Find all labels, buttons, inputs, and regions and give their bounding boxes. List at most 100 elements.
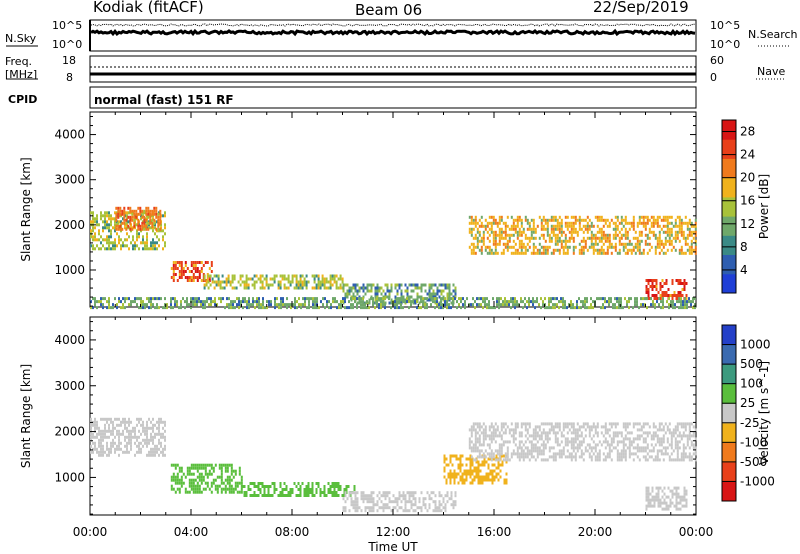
data-cell bbox=[154, 241, 156, 245]
data-cell bbox=[520, 248, 523, 252]
data-cell bbox=[480, 431, 483, 435]
data-cell bbox=[478, 218, 481, 222]
data-cell bbox=[331, 274, 334, 278]
data-cell bbox=[215, 280, 218, 284]
data-cell bbox=[666, 224, 669, 228]
data-cell bbox=[600, 425, 603, 429]
data-cell bbox=[494, 239, 497, 243]
data-cell bbox=[665, 279, 668, 282]
data-cell bbox=[486, 221, 489, 225]
data-cell bbox=[230, 478, 233, 482]
data-cell bbox=[626, 221, 629, 225]
data-cell bbox=[368, 500, 371, 504]
data-cell bbox=[164, 420, 166, 424]
data-cell bbox=[152, 438, 154, 442]
data-cell bbox=[594, 449, 597, 453]
data-cell bbox=[683, 504, 686, 508]
data-cell bbox=[688, 251, 691, 255]
data-cell bbox=[176, 481, 179, 485]
data-cell bbox=[663, 507, 666, 511]
data-cell bbox=[90, 432, 92, 436]
data-cell bbox=[490, 458, 493, 462]
data-cell bbox=[129, 209, 132, 213]
data-cell bbox=[182, 481, 185, 485]
data-cell bbox=[406, 295, 409, 299]
data-cell bbox=[448, 306, 450, 310]
data-cell bbox=[508, 303, 510, 307]
data-cell bbox=[153, 218, 156, 222]
data-cell bbox=[451, 472, 454, 476]
data-cell bbox=[504, 431, 507, 435]
data-cell bbox=[692, 446, 695, 450]
data-cell bbox=[402, 494, 405, 498]
data-cell bbox=[482, 224, 485, 228]
data-cell bbox=[494, 431, 497, 435]
data-cell bbox=[312, 303, 314, 307]
data-cell bbox=[474, 224, 477, 228]
data-cell bbox=[658, 224, 661, 228]
data-cell bbox=[692, 306, 694, 310]
data-cell bbox=[406, 500, 409, 504]
data-cell bbox=[570, 452, 573, 456]
data-cell bbox=[488, 428, 491, 432]
data-cell bbox=[522, 452, 525, 456]
data-cell bbox=[554, 303, 556, 307]
data-cell bbox=[360, 303, 362, 307]
data-cell bbox=[454, 295, 457, 299]
data-cell bbox=[394, 306, 396, 310]
data-cell bbox=[372, 297, 374, 301]
data-cell bbox=[224, 484, 227, 488]
data-cell bbox=[408, 283, 411, 287]
data-cell bbox=[676, 440, 679, 444]
data-cell bbox=[144, 247, 146, 251]
data-cell bbox=[530, 440, 533, 444]
data-cell bbox=[647, 501, 650, 505]
data-cell bbox=[319, 488, 322, 491]
data-cell bbox=[432, 509, 435, 513]
data-cell bbox=[134, 441, 136, 445]
data-cell bbox=[514, 248, 517, 252]
data-cell bbox=[354, 295, 357, 299]
data-cell bbox=[384, 503, 387, 507]
data-cell bbox=[620, 431, 623, 435]
data-cell bbox=[303, 494, 306, 497]
data-cell bbox=[570, 425, 573, 429]
data-cell bbox=[492, 218, 495, 222]
data-cell bbox=[281, 488, 284, 491]
data-cell bbox=[146, 244, 148, 248]
data-cell bbox=[482, 431, 485, 435]
data-cell bbox=[578, 440, 581, 444]
data-cell bbox=[160, 432, 162, 436]
data-cell bbox=[606, 233, 609, 237]
colorbar-swatch bbox=[722, 344, 736, 365]
data-cell bbox=[688, 422, 691, 426]
data-cell bbox=[227, 280, 230, 284]
data-cell bbox=[546, 224, 549, 228]
data-cell bbox=[376, 494, 379, 498]
data-cell bbox=[120, 432, 122, 436]
data-cell bbox=[100, 447, 102, 451]
data-cell bbox=[446, 306, 448, 310]
data-cell bbox=[370, 509, 373, 513]
data-cell bbox=[335, 491, 338, 494]
data-cell bbox=[305, 488, 308, 491]
data-cell bbox=[203, 283, 206, 287]
data-cell bbox=[659, 288, 662, 291]
data-cell bbox=[392, 500, 395, 504]
colorbar-tick-label: 1000 bbox=[740, 338, 771, 352]
data-cell bbox=[172, 264, 175, 267]
data-cell bbox=[452, 297, 454, 301]
data-cell bbox=[374, 286, 377, 290]
data-cell bbox=[685, 498, 688, 502]
data-cell bbox=[448, 497, 451, 501]
data-cell bbox=[414, 283, 417, 287]
data-cell bbox=[106, 420, 108, 424]
data-cell bbox=[228, 463, 231, 467]
data-cell bbox=[226, 475, 229, 479]
data-cell bbox=[315, 491, 318, 494]
data-cell bbox=[430, 491, 433, 495]
data-cell bbox=[667, 495, 670, 499]
data-cell bbox=[558, 251, 561, 255]
data-cell bbox=[586, 221, 589, 225]
data-cell bbox=[337, 482, 340, 485]
